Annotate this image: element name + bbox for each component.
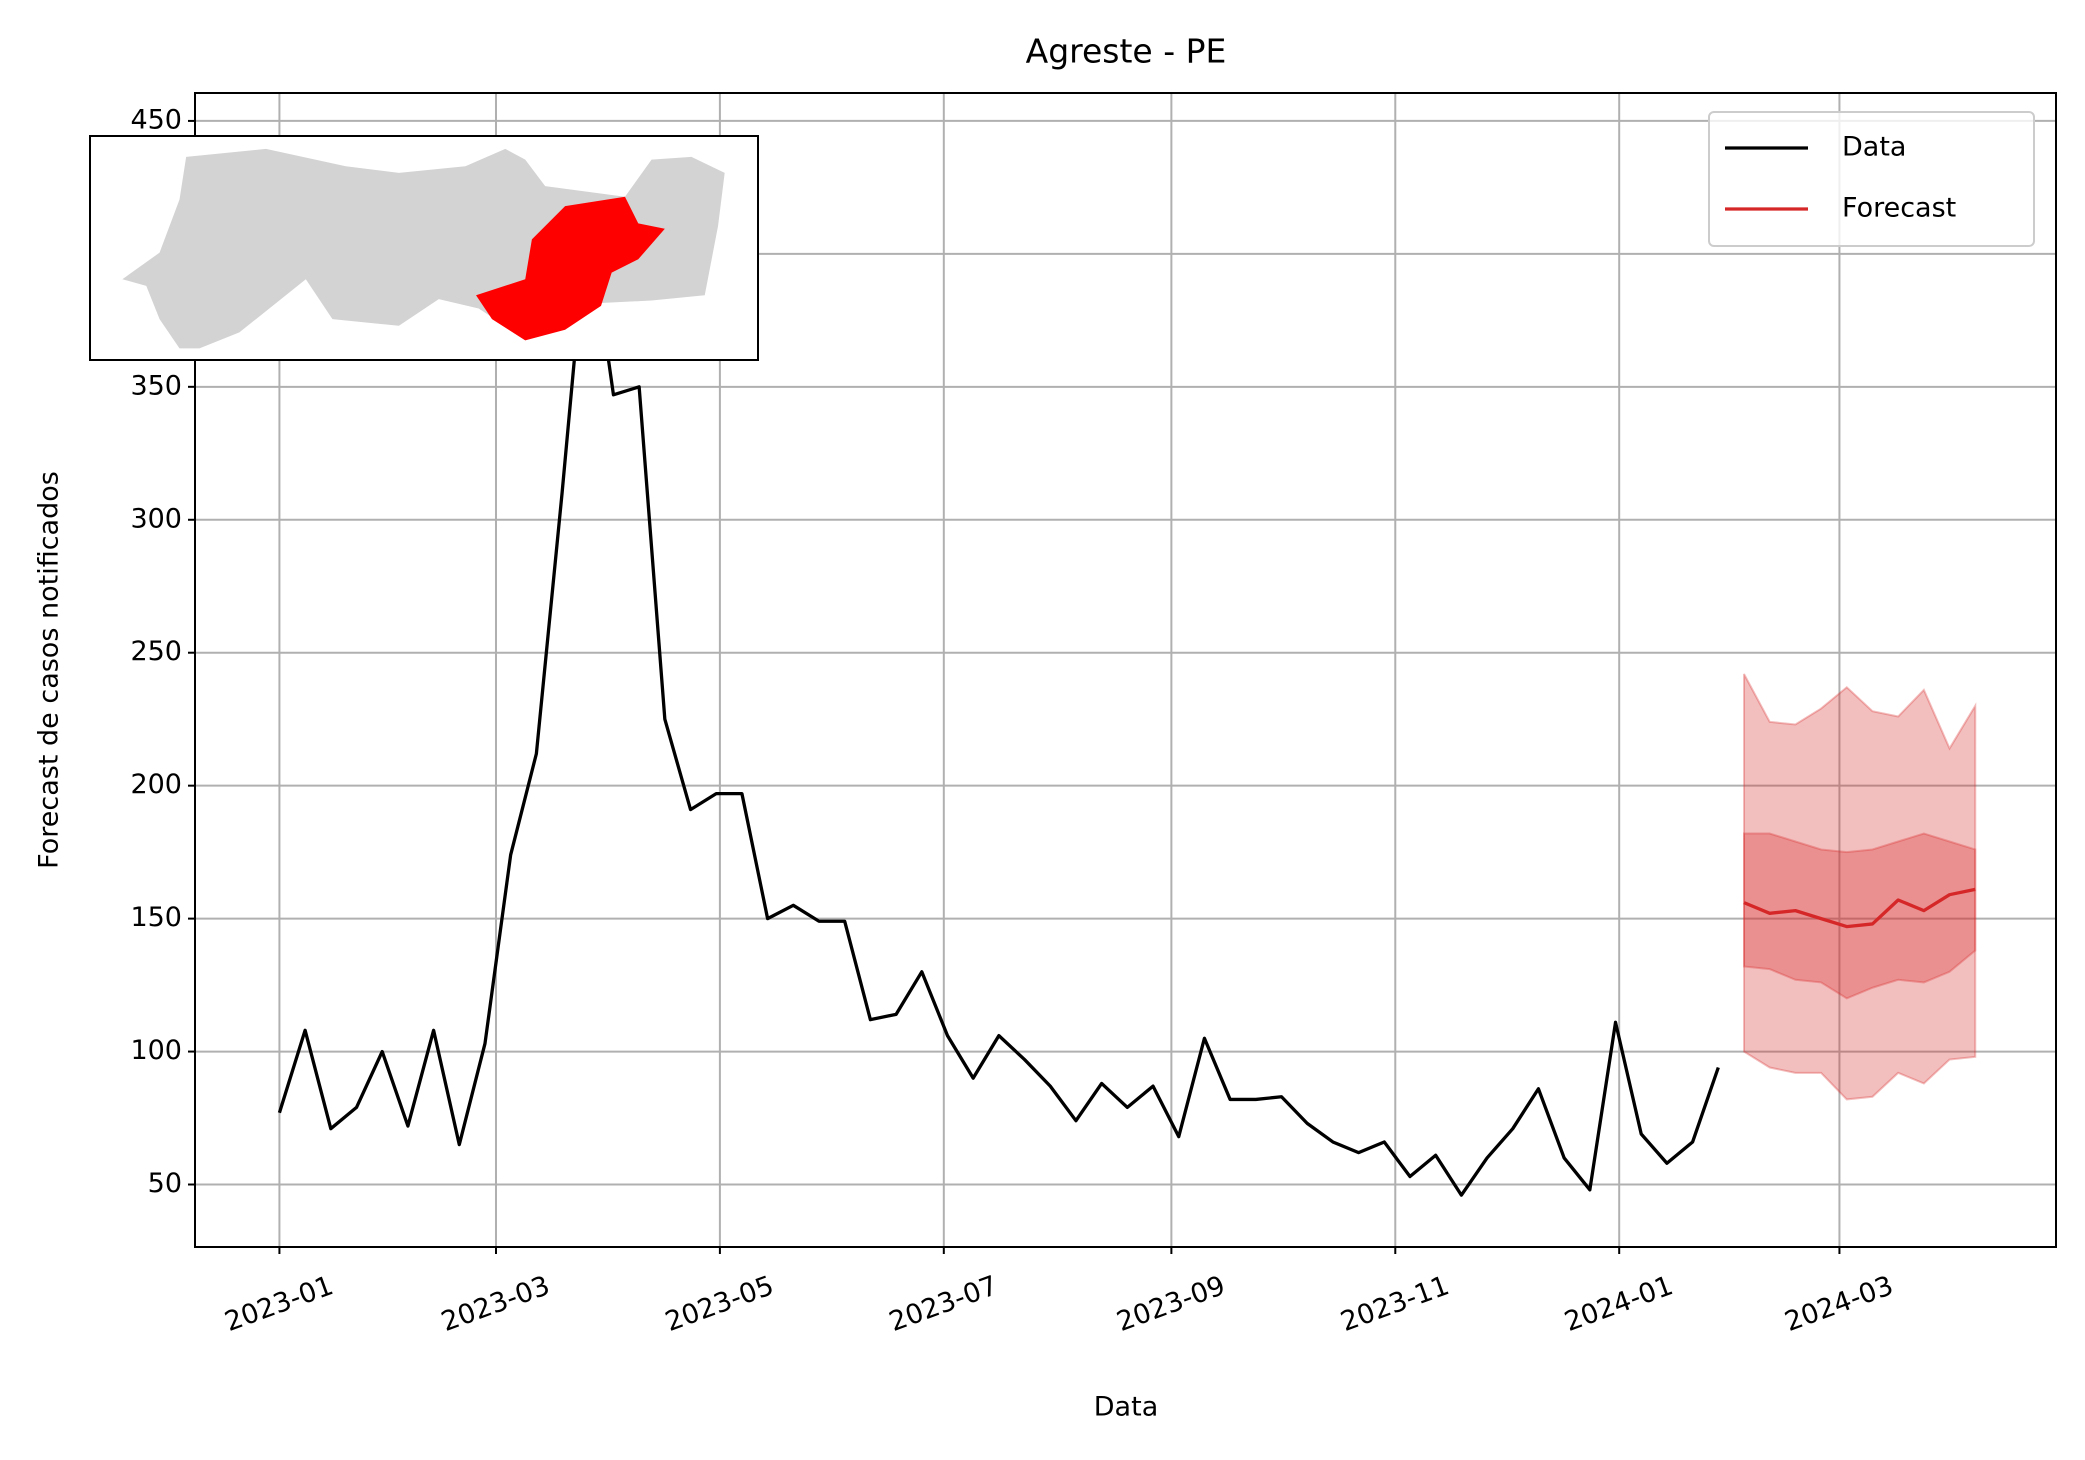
y-tick-label: 350 xyxy=(130,370,182,401)
y-tick-label: 450 xyxy=(130,104,182,135)
y-tick-label: 250 xyxy=(130,636,182,667)
forecast-band xyxy=(1742,832,1977,1000)
axes-frame xyxy=(194,92,2057,1248)
y-tick-label: 150 xyxy=(130,902,182,933)
y-axis-label: Forecast de casos notificados xyxy=(34,471,65,869)
chart-title: Agreste - PE xyxy=(1026,32,1227,71)
forecast-band xyxy=(1742,673,1977,1101)
y-tick-label: 200 xyxy=(130,769,182,800)
legend-label: Forecast xyxy=(1842,193,1956,224)
y-tick-label: 300 xyxy=(130,503,182,534)
map xyxy=(122,148,725,349)
legend-box xyxy=(1708,111,2035,247)
series-line xyxy=(277,212,1720,1197)
inset-map xyxy=(89,135,759,361)
plot-layer xyxy=(195,93,2056,1247)
legend-label: Data xyxy=(1842,132,1906,163)
region-shape xyxy=(476,196,665,341)
x-axis-label: Data xyxy=(1094,1392,1158,1423)
legend: Data Forecast xyxy=(1708,111,2035,247)
y-tick-label: 100 xyxy=(130,1035,182,1066)
y-tick-label: 50 xyxy=(148,1168,182,1199)
series-line xyxy=(1743,887,1976,929)
